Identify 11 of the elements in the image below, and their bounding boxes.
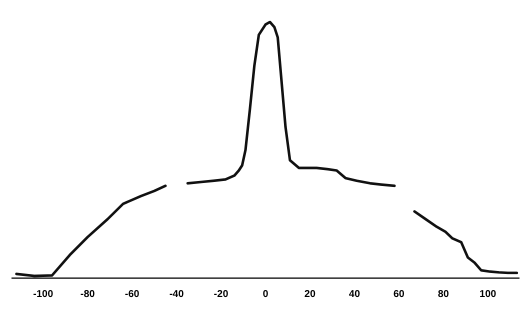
x-tick-label: -20 xyxy=(214,288,229,300)
x-tick-label: 100 xyxy=(480,288,497,300)
x-tick-label: -80 xyxy=(80,288,96,300)
x-tick-label: 60 xyxy=(393,288,405,300)
x-tick-label: 20 xyxy=(304,288,316,300)
x-tick-label: 40 xyxy=(348,288,360,300)
x-tick-label: -40 xyxy=(169,288,184,300)
x-tick-label: 80 xyxy=(438,288,450,300)
x-tick-label: 0 xyxy=(262,288,269,300)
x-tick-label: -60 xyxy=(124,288,140,300)
x-tick-label: -100 xyxy=(33,288,54,300)
